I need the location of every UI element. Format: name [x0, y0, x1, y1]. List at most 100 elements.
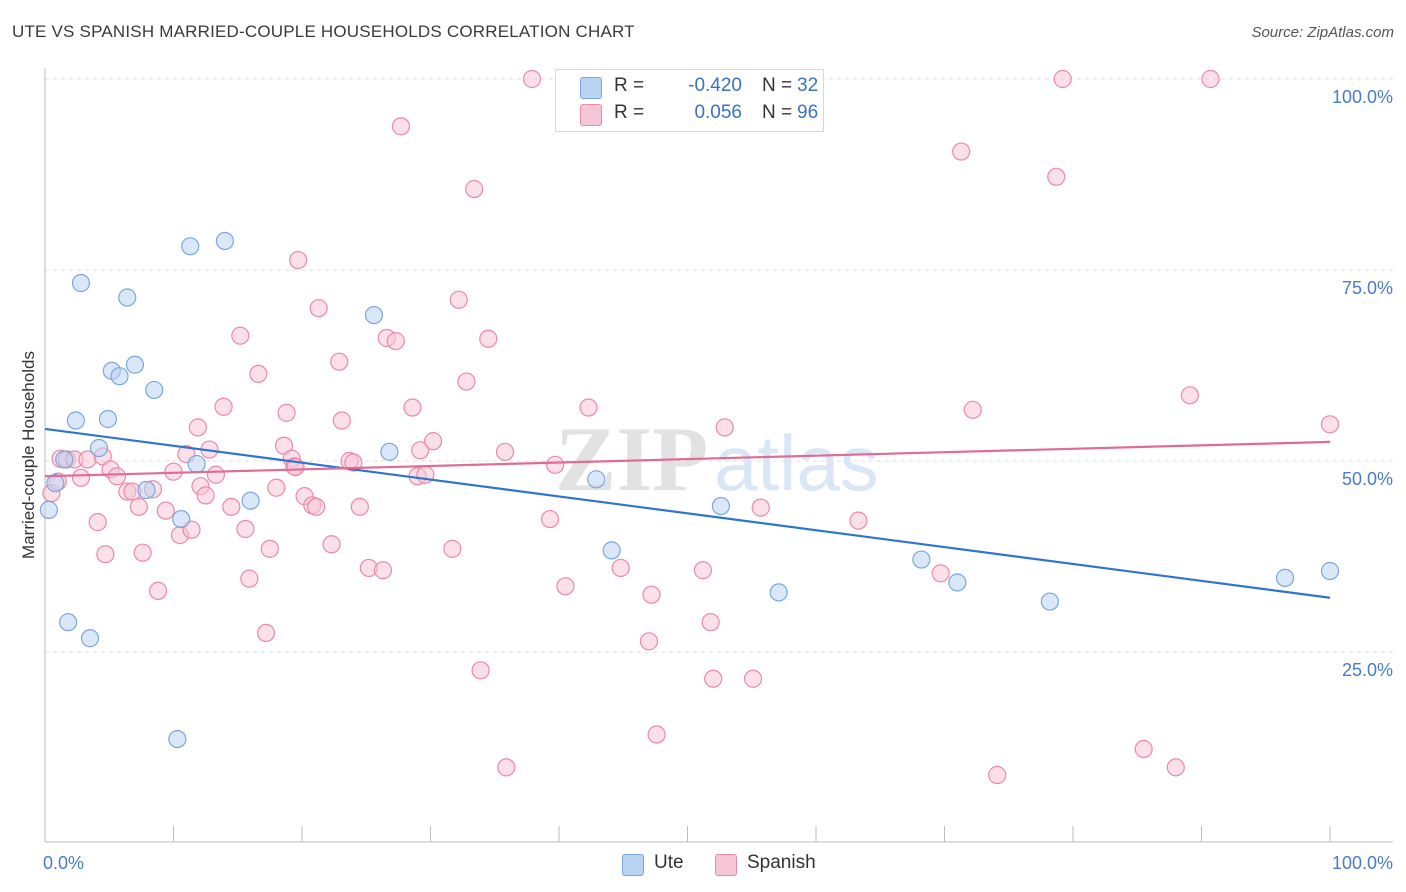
ute-point[interactable]: [98, 409, 118, 429]
ute-point[interactable]: [711, 496, 731, 516]
ute-point[interactable]: [587, 470, 606, 489]
ute-point[interactable]: [241, 491, 260, 510]
spanish-point[interactable]: [391, 117, 411, 136]
spanish-point[interactable]: [156, 501, 175, 520]
spanish-point[interactable]: [579, 398, 598, 417]
spanish-point[interactable]: [277, 403, 296, 422]
spanish-point[interactable]: [249, 364, 268, 384]
spanish-point[interactable]: [289, 250, 308, 270]
spanish-point[interactable]: [411, 441, 430, 460]
spanish-point[interactable]: [701, 613, 720, 632]
spanish-point[interactable]: [639, 632, 659, 651]
spanish-point[interactable]: [344, 453, 363, 472]
spanish-point[interactable]: [350, 497, 369, 516]
spanish-point[interactable]: [322, 535, 341, 554]
spanish-point[interactable]: [988, 765, 1007, 785]
ute-point[interactable]: [89, 438, 109, 458]
spanish-point[interactable]: [479, 329, 498, 348]
spanish-point[interactable]: [423, 432, 443, 451]
spanish-point[interactable]: [206, 465, 226, 484]
spanish-point[interactable]: [522, 69, 542, 89]
spanish-point[interactable]: [1180, 386, 1200, 405]
ute-point[interactable]: [215, 231, 234, 251]
spanish-point[interactable]: [71, 468, 91, 487]
spanish-point[interactable]: [129, 497, 148, 516]
spanish-point[interactable]: [495, 442, 515, 461]
ute-point[interactable]: [71, 273, 91, 293]
spanish-point[interactable]: [1047, 167, 1066, 186]
ute-point[interactable]: [172, 509, 191, 529]
spanish-point[interactable]: [96, 545, 115, 564]
spanish-point[interactable]: [309, 299, 328, 318]
ute-point[interactable]: [769, 583, 788, 602]
spanish-point[interactable]: [952, 142, 971, 161]
ute-point[interactable]: [168, 729, 187, 749]
spanish-point[interactable]: [373, 561, 393, 580]
spanish-point[interactable]: [1320, 415, 1340, 434]
spanish-point[interactable]: [1053, 69, 1072, 89]
ute-point[interactable]: [46, 474, 65, 493]
spanish-point[interactable]: [556, 577, 575, 596]
ute-point[interactable]: [602, 541, 621, 560]
spanish-point[interactable]: [743, 669, 763, 688]
ute-point[interactable]: [145, 380, 164, 400]
ute-point[interactable]: [66, 411, 85, 430]
spanish-point[interactable]: [704, 669, 723, 688]
spanish-point[interactable]: [307, 497, 326, 516]
spanish-point[interactable]: [231, 326, 250, 345]
spanish-point[interactable]: [403, 398, 422, 417]
spanish-point[interactable]: [133, 543, 152, 562]
spanish-point[interactable]: [267, 478, 286, 497]
spanish-point[interactable]: [642, 585, 661, 604]
spanish-point[interactable]: [931, 564, 950, 583]
spanish-point[interactable]: [611, 558, 630, 578]
spanish-point[interactable]: [963, 400, 982, 419]
spanish-point[interactable]: [222, 497, 241, 516]
ute-point[interactable]: [1275, 568, 1295, 587]
spanish-point[interactable]: [449, 290, 468, 309]
spanish-point[interactable]: [332, 411, 351, 430]
spanish-point[interactable]: [546, 455, 565, 474]
spanish-point[interactable]: [465, 179, 484, 199]
spanish-point[interactable]: [751, 498, 770, 517]
spanish-point[interactable]: [693, 561, 713, 580]
spanish-point[interactable]: [188, 418, 208, 437]
ute-point[interactable]: [80, 629, 100, 648]
spanish-point[interactable]: [1201, 69, 1220, 89]
spanish-point[interactable]: [497, 758, 516, 777]
ute-point[interactable]: [110, 367, 129, 386]
spanish-point[interactable]: [471, 661, 490, 680]
ute-point[interactable]: [912, 550, 931, 569]
ute-point[interactable]: [380, 442, 399, 461]
ute-point[interactable]: [125, 355, 145, 374]
spanish-point[interactable]: [443, 539, 462, 558]
ute-point[interactable]: [137, 480, 156, 500]
ute-point[interactable]: [364, 305, 384, 325]
ute-point[interactable]: [948, 573, 967, 592]
spanish-point[interactable]: [88, 513, 107, 532]
spanish-point[interactable]: [849, 511, 868, 530]
spanish-point[interactable]: [330, 352, 349, 371]
spanish-point[interactable]: [647, 725, 666, 744]
ute-point[interactable]: [59, 613, 78, 632]
ute-point[interactable]: [181, 237, 200, 256]
spanish-point[interactable]: [386, 331, 405, 351]
spanish-point[interactable]: [457, 372, 476, 391]
ute-point[interactable]: [1320, 561, 1340, 581]
spanish-point[interactable]: [1134, 739, 1153, 759]
spanish-point[interactable]: [540, 509, 560, 529]
spanish-point[interactable]: [260, 539, 279, 558]
spanish-point[interactable]: [214, 397, 233, 416]
spanish-point[interactable]: [196, 486, 215, 505]
spanish-point[interactable]: [148, 581, 168, 600]
spanish-point[interactable]: [1166, 758, 1185, 777]
spanish-point[interactable]: [715, 418, 734, 437]
spanish-point[interactable]: [256, 623, 276, 643]
ute-point[interactable]: [39, 500, 58, 519]
spanish-point[interactable]: [240, 569, 259, 588]
ute-point[interactable]: [187, 454, 206, 474]
spanish-point[interactable]: [236, 519, 255, 539]
ute-point[interactable]: [118, 288, 137, 307]
ute-point[interactable]: [1040, 592, 1059, 611]
ute-point[interactable]: [55, 450, 74, 469]
